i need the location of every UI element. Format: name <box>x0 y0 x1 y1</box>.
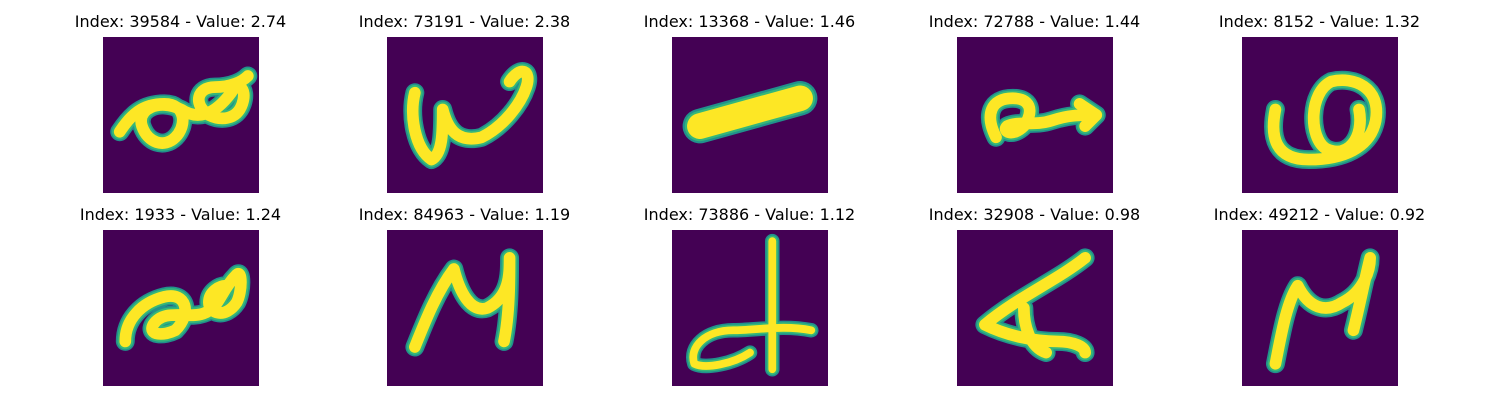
glyph-bar <box>682 81 818 144</box>
panel-7: Index: 84963 - Value: 1.19 <box>322 205 607 395</box>
panel-title: Index: 49212 - Value: 0.92 <box>1213 205 1426 224</box>
panel-3: Index: 13368 - Value: 1.46 <box>607 12 892 202</box>
digit-image <box>957 230 1113 386</box>
digit-image <box>957 37 1113 193</box>
panel-2: Index: 73191 - Value: 2.38 <box>322 12 607 202</box>
panel-title: Index: 8152 - Value: 1.32 <box>1218 12 1421 31</box>
digit-image <box>672 230 828 386</box>
panel-title: Index: 39584 - Value: 2.74 <box>74 12 287 31</box>
panel-title: Index: 73191 - Value: 2.38 <box>358 12 571 31</box>
panel-5: Index: 8152 - Value: 1.32 <box>1177 12 1462 202</box>
digit-image <box>387 230 543 386</box>
panel-title: Index: 13368 - Value: 1.46 <box>643 12 856 31</box>
panel-10: Index: 49212 - Value: 0.92 <box>1177 205 1462 395</box>
panel-9: Index: 32908 - Value: 0.98 <box>892 205 1177 395</box>
panel-title: Index: 73886 - Value: 1.12 <box>643 205 856 224</box>
glyph-four <box>975 248 1095 363</box>
glyph-infinity <box>110 66 258 153</box>
panel-1: Index: 39584 - Value: 2.74 <box>38 12 323 202</box>
panel-4: Index: 72788 - Value: 1.44 <box>892 12 1177 202</box>
panel-title: Index: 32908 - Value: 0.98 <box>928 205 1141 224</box>
digit-image <box>103 37 259 193</box>
glyph-six <box>1264 70 1386 170</box>
glyph-curl <box>981 88 1106 147</box>
digit-image <box>672 37 828 193</box>
panel-6: Index: 1933 - Value: 1.24 <box>38 205 323 395</box>
glyph-n-2 <box>1265 248 1380 374</box>
glyph-w <box>403 62 538 170</box>
digit-image <box>1242 230 1398 386</box>
glyph-plus-curl <box>686 233 819 377</box>
panel-8: Index: 73886 - Value: 1.12 <box>607 205 892 395</box>
digit-image <box>1242 37 1398 193</box>
panel-title: Index: 1933 - Value: 1.24 <box>79 205 282 224</box>
panel-title: Index: 72788 - Value: 1.44 <box>928 12 1141 31</box>
glyph-infinity-2 <box>115 264 251 351</box>
digit-image <box>103 230 259 386</box>
panel-title: Index: 84963 - Value: 1.19 <box>358 205 571 224</box>
digit-image <box>387 37 543 193</box>
glyph-n <box>405 248 520 357</box>
